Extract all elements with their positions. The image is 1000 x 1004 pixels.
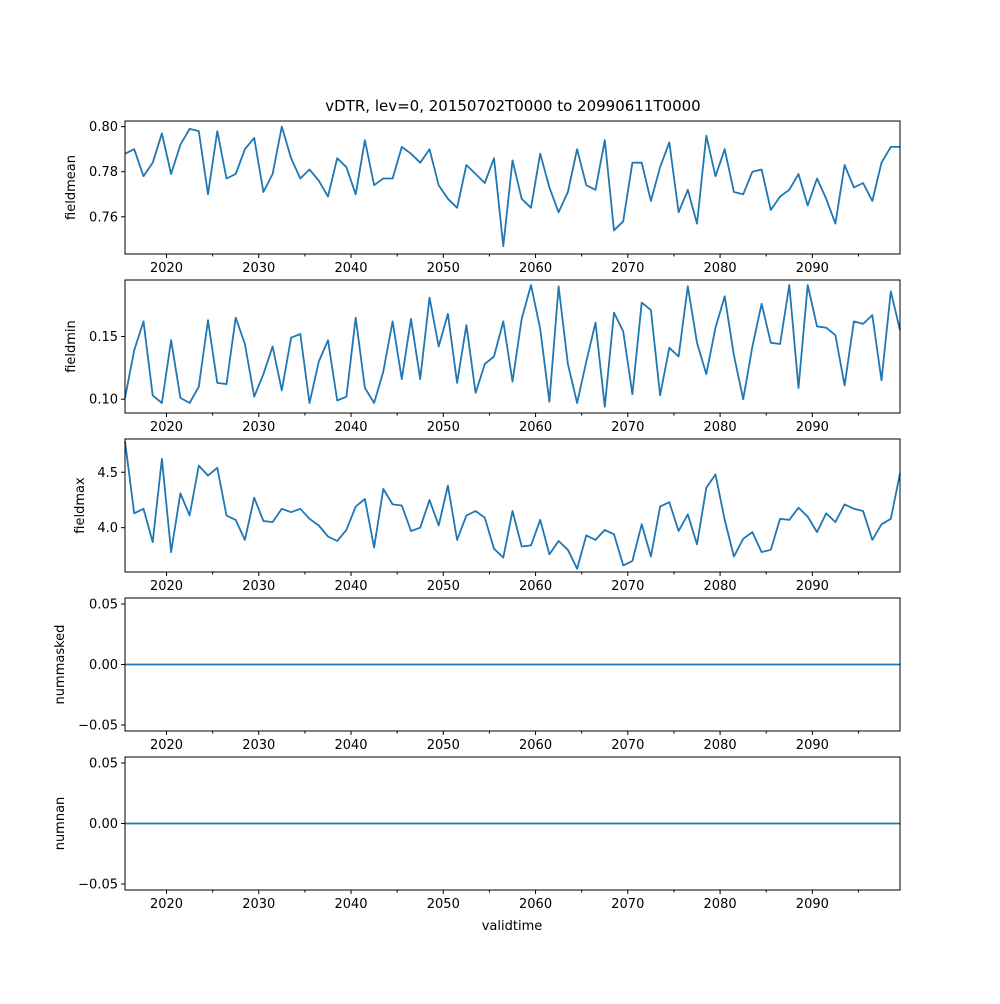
- x-tick-label: 2030: [242, 897, 275, 912]
- y-tick-label-fieldmin: 0.10: [89, 393, 118, 408]
- y-axis-label-fieldmin: fieldmin: [64, 320, 79, 373]
- x-tick-label: 2080: [704, 897, 737, 912]
- x-tick-label: 2090: [796, 897, 829, 912]
- y-tick-label-nummasked: 0.05: [89, 598, 118, 613]
- y-tick-label-nummasked: 0.00: [89, 658, 118, 673]
- x-axis-label: validtime: [482, 919, 543, 934]
- x-tick-label: 2070: [611, 579, 644, 594]
- panel-fieldmax: 4.0 4.5 2020 2030 2040 2050 2060 2070 2080 2090 fi…: [73, 438, 901, 594]
- panel-fieldmin: 0.10 0.15 2020 2030 2040 2050 2060 2070 2080 2090…: [64, 279, 901, 435]
- x-tick-label: 2040: [334, 261, 367, 276]
- x-tick-label: 2050: [427, 420, 460, 435]
- x-tick-label: 2060: [519, 897, 552, 912]
- x-tick-label: 2040: [334, 420, 367, 435]
- x-tick-label: 2050: [427, 579, 460, 594]
- x-tick-label: 2020: [150, 738, 183, 753]
- y-tick-label-fieldmax: 4.0: [97, 521, 118, 536]
- y-tick-label-numnan: 0.05: [89, 757, 118, 772]
- x-tick-label: 2050: [427, 897, 460, 912]
- series-line-fieldmean: [124, 125, 900, 248]
- y-axis-label-nummasked: nummasked: [53, 625, 68, 705]
- chart-title: vDTR, lev=0, 20150702T0000 to 20990611T0…: [325, 97, 700, 115]
- y-axis-label-fieldmax: fieldmax: [73, 477, 88, 534]
- x-tick-label: 2090: [796, 420, 829, 435]
- x-tick-label: 2020: [150, 897, 183, 912]
- x-tick-label: 2080: [704, 420, 737, 435]
- x-tick-label: 2070: [611, 897, 644, 912]
- series-line-fieldmin: [124, 284, 901, 408]
- x-tick-label: 2020: [150, 261, 183, 276]
- x-tick-label: 2080: [704, 579, 737, 594]
- x-tick-label: 2080: [704, 738, 737, 753]
- x-tick-label: 2030: [242, 261, 275, 276]
- x-tick-label: 2040: [334, 579, 367, 594]
- x-tick-label: 2080: [704, 261, 737, 276]
- x-tick-label: 2090: [796, 579, 829, 594]
- x-tick-label: 2070: [611, 738, 644, 753]
- y-axis-label-fieldmean: fieldmean: [64, 155, 79, 220]
- y-tick-label-nummasked: −0.05: [78, 718, 118, 733]
- x-tick-label: 2070: [611, 420, 644, 435]
- x-tick-label: 2020: [150, 579, 183, 594]
- x-tick-label: 2030: [242, 420, 275, 435]
- plot-frame-fieldmin: [124, 279, 901, 414]
- x-tick-label: 2060: [519, 420, 552, 435]
- series-line-fieldmax: [124, 441, 901, 570]
- y-tick-label-fieldmin: 0.15: [89, 330, 118, 345]
- plot-frame-fieldmax: [124, 438, 901, 573]
- y-tick-label-numnan: −0.05: [78, 877, 118, 892]
- x-tick-label: 2030: [242, 738, 275, 753]
- x-tick-label: 2090: [796, 738, 829, 753]
- x-tick-label: 2050: [427, 261, 460, 276]
- x-tick-label: 2060: [519, 579, 552, 594]
- y-tick-label-fieldmean: 0.76: [89, 210, 118, 225]
- x-tick-label: 2070: [611, 261, 644, 276]
- x-tick-label: 2060: [519, 738, 552, 753]
- plot-frame-fieldmean: [124, 120, 901, 255]
- x-tick-label: 2060: [519, 261, 552, 276]
- x-tick-label: 2040: [334, 897, 367, 912]
- y-tick-label-fieldmean: 0.80: [89, 120, 118, 135]
- x-tick-label: 2030: [242, 579, 275, 594]
- panel-nummasked: −0.05 0.00 0.05 2020 2030 2040 2050 2060 2070 208…: [53, 597, 901, 753]
- y-tick-label-fieldmean: 0.78: [89, 165, 118, 180]
- x-tick-label: 2050: [427, 738, 460, 753]
- panel-numnan: −0.05 0.00 0.05 2020 2030 2040 2050 2060 2070 208…: [53, 756, 901, 912]
- x-tick-label: 2090: [796, 261, 829, 276]
- panel-fieldmean: 0.76 0.78 0.80 2020 2030 2040 2050 2060 2070 2080…: [64, 120, 901, 276]
- x-tick-label: 2020: [150, 420, 183, 435]
- x-tick-label: 2040: [334, 738, 367, 753]
- y-tick-label-numnan: 0.00: [89, 817, 118, 832]
- y-axis-label-numnan: numnan: [53, 797, 68, 851]
- y-tick-label-fieldmax: 4.5: [97, 466, 118, 481]
